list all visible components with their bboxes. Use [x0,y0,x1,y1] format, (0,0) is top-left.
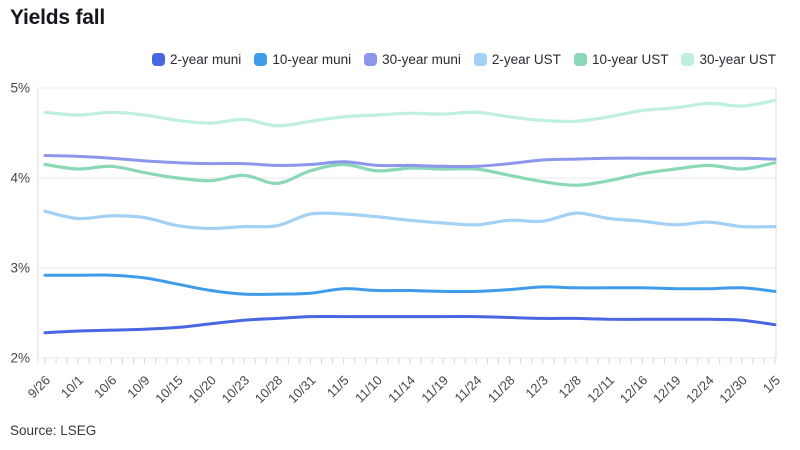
x-axis-minor-ticks [44,358,776,364]
legend-item-30-year-muni: 30-year muni [364,52,461,67]
x-axis-tick-label: 10/20 [185,373,219,407]
x-axis-tick-label: 11/24 [452,373,485,406]
x-axis-tick-label: 11/10 [352,373,385,406]
series-line-30-year-muni [43,154,777,169]
x-axis-tick-label: 10/28 [252,373,286,407]
x-axis-tick-label: 11/28 [485,373,518,406]
legend-swatch-icon [364,52,378,66]
y-axis-tick-label: 4% [10,171,30,186]
x-axis-tick-label: 12/24 [683,373,717,407]
x-axis-tick-label: 10/15 [152,373,186,407]
y-axis-tick-label: 3% [10,261,30,276]
source-note: Source: LSEG [10,423,97,438]
x-axis-tick-label: 10/23 [219,373,253,407]
y-axis-tick-label: 5% [10,81,30,96]
y-axis-tick-label: 2% [10,351,30,366]
legend-swatch-icon [473,52,487,66]
series-line-2-year-muni [43,314,777,335]
x-axis-tick-label: 12/16 [617,373,651,407]
legend: 2-year muni 10-year muni 30-year muni 2-yea… [0,49,776,69]
series-lines [43,99,777,335]
x-axis-tick-label: 9/26 [25,373,54,402]
legend-item-10-year-muni: 10-year muni [254,52,351,67]
x-axis-tick-label: 1/5 [760,373,783,396]
legend-swatch-icon [254,52,268,66]
series-line-30-year-ust [43,99,777,128]
x-axis-tick-label: 12/3 [522,373,551,402]
series-line-10-year-muni [43,273,777,296]
x-axis-tick-label: 12/19 [650,373,684,407]
x-axis-tick-label: 10/1 [58,373,87,402]
legend-label: 30-year muni [382,51,461,67]
chart-title: Yields fall [10,6,106,29]
legend-swatch-icon [152,52,166,66]
legend-label: 30-year UST [699,51,776,67]
x-axis-tick-label: 10/9 [124,373,153,402]
legend-swatch-icon [681,52,695,66]
legend-label: 10-year UST [591,51,669,67]
series-line-10-year-ust [43,161,777,187]
x-axis-tick-label: 11/14 [385,373,418,406]
x-axis-tick-label: 10/31 [285,373,319,407]
legend-label: 2-year UST [491,51,561,67]
x-axis-tick-label: 11/19 [418,373,451,406]
x-axis-tick-label: 12/11 [584,373,617,406]
legend-item-30-year-ust: 30-year UST [681,52,776,67]
x-axis-tick-label: 12/30 [716,373,750,407]
x-axis-tick-label: 11/5 [324,373,352,401]
yield-chart: 2%3%4%5%9/26 10/1 10/6 10/9 10/15 10/20 10/23 1… [10,81,784,407]
x-axis-labels: 9/26 10/1 10/6 10/9 10/15 10/20 10/23 10/28 10/3… [25,373,784,407]
legend-label: 2-year muni [170,51,242,67]
series-line-2-year-ust [43,209,777,231]
legend-item-2-year-muni: 2-year muni [152,52,241,67]
legend-item-2-year-ust: 2-year UST [473,51,561,67]
legend-swatch-icon [573,52,587,66]
legend-label: 10-year muni [272,51,352,67]
x-axis-tick-label: 10/6 [91,373,120,402]
legend-item-10-year-ust: 10-year UST [573,51,669,67]
x-axis-tick-label: 12/8 [556,373,585,402]
